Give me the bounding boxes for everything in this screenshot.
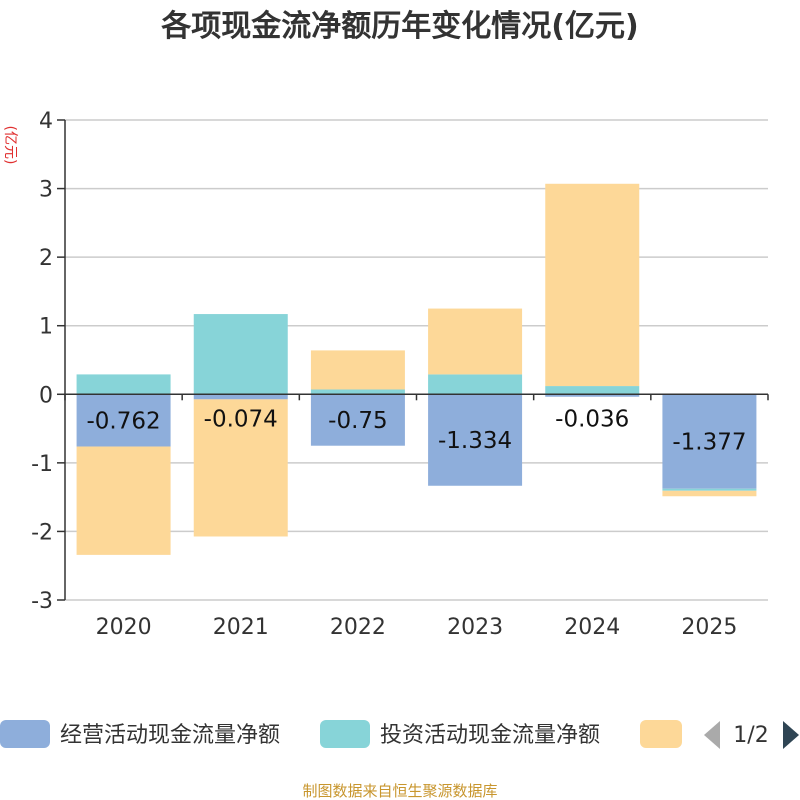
bar-2021-series-1[interactable]	[193, 314, 288, 395]
bar-2025-series-1[interactable]	[662, 488, 757, 491]
data-label-2021: -0.074	[204, 406, 278, 432]
y-tick-label: 2	[39, 246, 53, 271]
bar-2022-series-1[interactable]	[310, 389, 405, 395]
y-tick-label: -1	[31, 452, 53, 477]
grid-lines	[65, 119, 768, 601]
y-tick-label: 4	[39, 109, 53, 134]
legend-item-investing[interactable]: 投资活动现金流量净额	[320, 720, 600, 748]
x-tick-label: 2025	[681, 615, 737, 640]
y-tick-label: -3	[31, 589, 53, 614]
bar-2020-series-1[interactable]	[76, 374, 171, 395]
bar-2021-series-2[interactable]	[193, 399, 288, 537]
bar-2022-series-2[interactable]	[310, 350, 405, 390]
legend-swatch-investing	[320, 720, 370, 748]
y-tick-label: 3	[39, 178, 53, 203]
x-tick-label: 2021	[213, 615, 269, 640]
legend-item-operating[interactable]: 经营活动现金流量净额	[0, 720, 280, 748]
x-tick-label: 2020	[96, 615, 152, 640]
legend-page-indicator: 1/2	[733, 723, 768, 748]
bar-2020-series-2[interactable]	[76, 446, 171, 555]
bar-2022-series-0[interactable]	[310, 394, 405, 446]
y-tick-label: 1	[39, 315, 53, 340]
x-tick-label: 2022	[330, 615, 386, 640]
y-axis-label: (亿元)	[2, 126, 18, 165]
legend-swatch-operating	[0, 720, 50, 748]
y-tick-label: 0	[39, 383, 53, 408]
y-tick-label: -2	[31, 520, 53, 545]
bar-2023-series-2[interactable]	[428, 308, 523, 375]
footer-source: 制图数据来自恒生聚源数据库	[302, 782, 497, 800]
data-label-2024: -0.036	[555, 406, 629, 432]
x-tick-label: 2023	[447, 615, 503, 640]
legend-item-financing[interactable]	[640, 720, 682, 748]
data-label-2023: -1.334	[438, 428, 512, 454]
legend-prev-button[interactable]	[704, 721, 720, 749]
x-tick-label: 2024	[564, 615, 620, 640]
data-label-2025: -1.377	[672, 429, 746, 455]
bar-2021-series-0[interactable]	[193, 394, 288, 400]
bar-2023-series-0[interactable]	[428, 394, 523, 486]
bars	[76, 183, 757, 555]
data-label-2020: -0.762	[87, 408, 161, 434]
bar-2023-series-1[interactable]	[428, 374, 523, 395]
legend-label-investing: 投资活动现金流量净额	[380, 723, 600, 748]
chart-title: 各项现金流净额历年变化情况(亿元)	[160, 9, 638, 44]
bar-2024-series-0[interactable]	[545, 394, 640, 397]
bar-2024-series-2[interactable]	[545, 183, 640, 387]
bar-2025-series-2[interactable]	[662, 490, 757, 497]
bar-2025-series-0[interactable]	[662, 394, 757, 489]
legend: 经营活动现金流量净额 投资活动现金流量净额 1/2	[0, 720, 799, 749]
data-labels: -0.762 -0.074 -0.75 -1.334 -0.036 -1.377	[87, 406, 747, 455]
bar-2020-series-0[interactable]	[76, 394, 171, 447]
bar-2024-series-1[interactable]	[545, 386, 640, 395]
axes: -3 -2 -1 0 1 2 3 4 2020 2021 2022 2023 2024 2025	[31, 109, 769, 640]
legend-next-button[interactable]	[783, 721, 799, 749]
data-label-2022: -0.75	[328, 408, 388, 434]
legend-label-operating: 经营活动现金流量净额	[60, 723, 280, 748]
legend-swatch-financing	[640, 720, 682, 748]
